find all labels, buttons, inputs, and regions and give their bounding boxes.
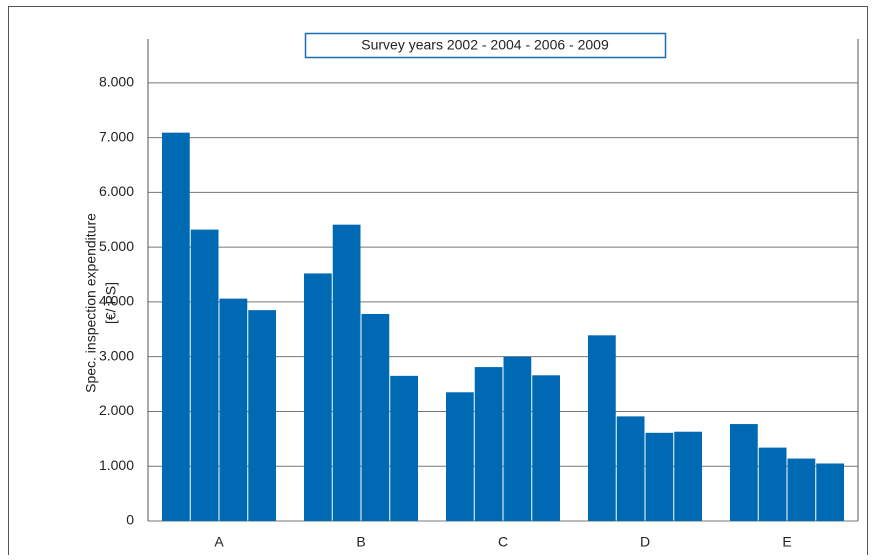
y-tick-label: 1.000 [99, 457, 134, 473]
y-tick-label: 3.000 [99, 347, 134, 363]
legend-title: Survey years 2002 - 2004 - 2006 - 2009 [361, 37, 609, 53]
y-tick-label: 8.000 [99, 74, 134, 90]
bar [616, 416, 645, 521]
bar [303, 273, 332, 521]
y-axis-label: [€/ PS] [103, 282, 119, 324]
y-tick-label: 6.000 [99, 183, 134, 199]
bar [248, 310, 277, 521]
bar [645, 432, 674, 521]
x-tick-label: D [640, 534, 650, 550]
bar [190, 229, 219, 522]
legend-box [304, 32, 667, 59]
y-tick-label: 5.000 [99, 238, 134, 254]
y-axis-label: Spec. inspection expenditure [83, 213, 99, 393]
bar [474, 367, 503, 521]
bar [219, 298, 248, 521]
bar [161, 132, 190, 521]
y-tick-label: 2.000 [99, 402, 134, 418]
bar [332, 224, 361, 521]
y-tick-label: 0 [126, 512, 134, 528]
y-tick-label: 7.000 [99, 128, 134, 144]
y-tick-label: 4.000 [99, 293, 134, 309]
x-tick-label: C [498, 534, 508, 550]
bar [729, 424, 758, 521]
outer-frame [8, 6, 868, 560]
bar [674, 431, 703, 521]
bar [445, 392, 474, 521]
bar [390, 375, 419, 521]
bar [816, 463, 845, 521]
x-tick-label: A [214, 534, 224, 550]
bar [532, 375, 561, 521]
bar [758, 447, 787, 521]
x-tick-label: E [782, 534, 791, 550]
x-tick-label: B [356, 534, 365, 550]
bar [503, 356, 532, 521]
bar [787, 458, 816, 521]
bar [361, 313, 390, 521]
bar [587, 335, 616, 521]
